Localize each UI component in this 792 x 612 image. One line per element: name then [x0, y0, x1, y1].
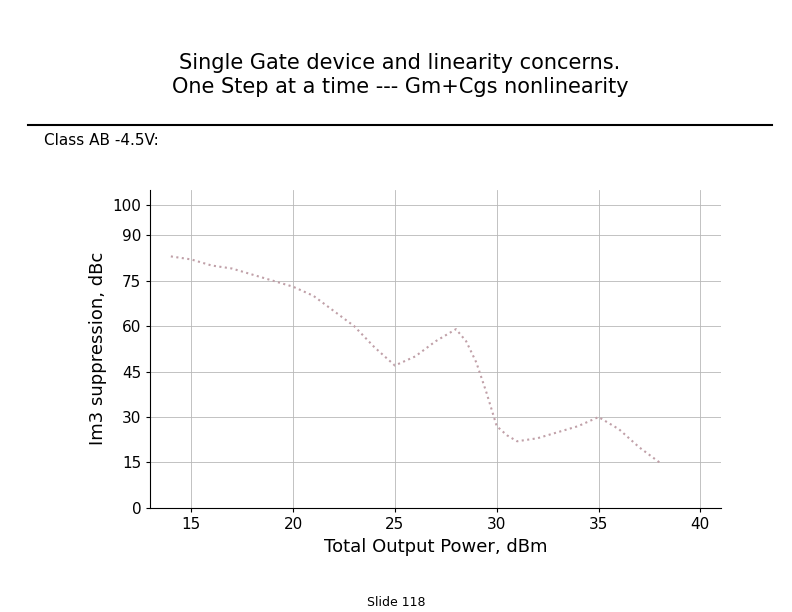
- Text: Class AB -4.5V:: Class AB -4.5V:: [44, 133, 158, 148]
- Text: Slide 118: Slide 118: [367, 596, 425, 609]
- Text: Single Gate device and linearity concerns.
One Step at a time --- Gm+Cgs nonline: Single Gate device and linearity concern…: [172, 53, 628, 97]
- X-axis label: Total Output Power, dBm: Total Output Power, dBm: [324, 537, 547, 556]
- Y-axis label: Im3 suppression, dBc: Im3 suppression, dBc: [89, 252, 107, 446]
